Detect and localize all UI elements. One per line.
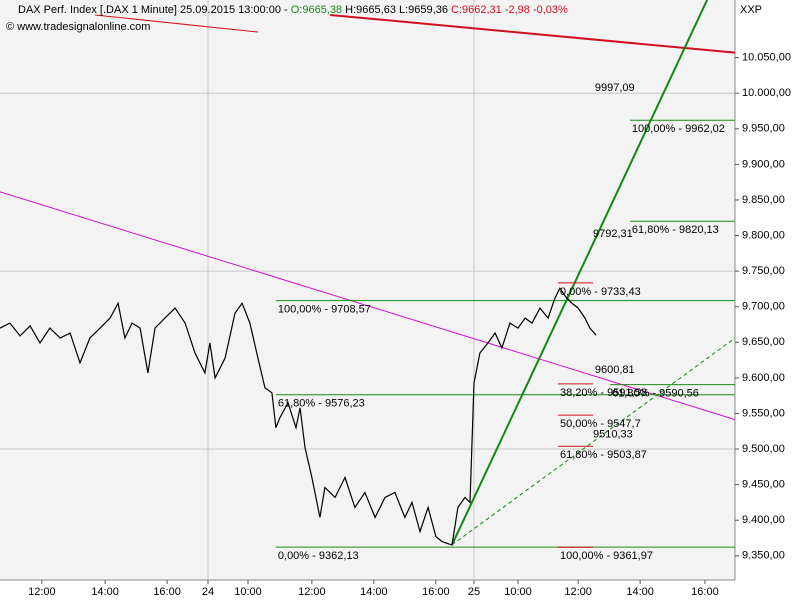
x-tick-label: 16:00 <box>153 586 181 598</box>
y-tick-label: 9.500,00 <box>742 443 785 455</box>
x-tick-label: 14:00 <box>360 586 388 598</box>
x-tick-label: 12:00 <box>298 586 326 598</box>
y-tick-label: 9.750,00 <box>742 265 785 277</box>
trendline <box>94 14 258 33</box>
x-tick-label: 14:00 <box>91 586 119 598</box>
x-tick-label: 14:00 <box>626 586 654 598</box>
y-tick-label: 9.650,00 <box>742 336 785 348</box>
price-label: 9792,31 <box>593 228 633 240</box>
y-tick-label: 9.350,00 <box>742 550 785 562</box>
y-tick-label: 9.550,00 <box>742 407 785 419</box>
y-tick-label: 9.700,00 <box>742 301 785 313</box>
y-tick-label: 9.600,00 <box>742 372 785 384</box>
fib-level-label: 38,20% - 9591,53 <box>560 387 647 399</box>
y-tick-label: 10.000,00 <box>742 87 791 99</box>
y-tick-label: 9.850,00 <box>742 194 785 206</box>
fib-level-label: 50,00% - 9547,7 <box>560 418 641 430</box>
fib-level-label: 0,00% - 9362,13 <box>278 550 359 562</box>
close-label: C:9662,31 -2,98 -0,03% <box>451 4 568 16</box>
x-tick-label: 10:00 <box>504 586 532 598</box>
chart-header: DAX Perf. Index [.DAX 1 Minute] 25.09.20… <box>18 4 568 16</box>
fib-level-label: 61,80% - 9590,56 <box>612 388 699 400</box>
chart-layer: 100,00% - 9708,57 61,80% - 9576,23 0,00% -… <box>0 0 736 580</box>
y-tick-label: 10.050,00 <box>742 52 791 64</box>
y-tick-label: 9.400,00 <box>742 514 785 526</box>
high-label: H:9665,63 <box>345 4 396 16</box>
copyright: © www.tradesignalonline.com <box>6 21 150 33</box>
fib-level-label: 61,80% - 9503,87 <box>560 449 647 461</box>
fib-level-label: 100,00% - 9708,57 <box>278 304 371 316</box>
fib-level-label: 100,00% - 9962,02 <box>632 123 725 135</box>
low-label: L:9659,36 <box>399 4 448 16</box>
trendline <box>451 337 736 546</box>
fib-level-label: 0,00% - 9733,43 <box>560 286 641 298</box>
x-tick-label: 24 <box>202 586 214 598</box>
x-tick-label: 16:00 <box>422 586 450 598</box>
price-label: 9510,33 <box>593 429 633 441</box>
fib-level-label: 100,00% - 9361,97 <box>560 550 653 562</box>
y-tick-label: 9.450,00 <box>742 479 785 491</box>
price-line <box>0 287 597 546</box>
trendline <box>330 13 736 54</box>
trendline <box>451 0 709 546</box>
plot-area <box>0 0 735 580</box>
chart-title: DAX Perf. Index [.DAX 1 Minute] 25.09.20… <box>18 4 288 16</box>
x-tick-label: 12:00 <box>564 586 592 598</box>
y-tick-label: 9.900,00 <box>742 158 785 170</box>
price-label: 9997,09 <box>595 82 635 94</box>
open-label: O:9665,38 <box>291 4 342 16</box>
x-tick-label: 10:00 <box>234 586 262 598</box>
fib-level-label: 61,80% - 9576,23 <box>278 398 365 410</box>
x-tick-label: 12:00 <box>28 586 56 598</box>
x-tick-label: 25 <box>468 586 480 598</box>
y-tick-label: 9.950,00 <box>742 123 785 135</box>
x-tick-label: 16:00 <box>691 586 719 598</box>
trendline <box>0 191 736 421</box>
symbol-label: XXP <box>740 4 762 16</box>
fib-level-label: 61,80% - 9820,13 <box>632 224 719 236</box>
price-label: 9600,81 <box>595 364 635 376</box>
y-tick-label: 9.800,00 <box>742 229 785 241</box>
